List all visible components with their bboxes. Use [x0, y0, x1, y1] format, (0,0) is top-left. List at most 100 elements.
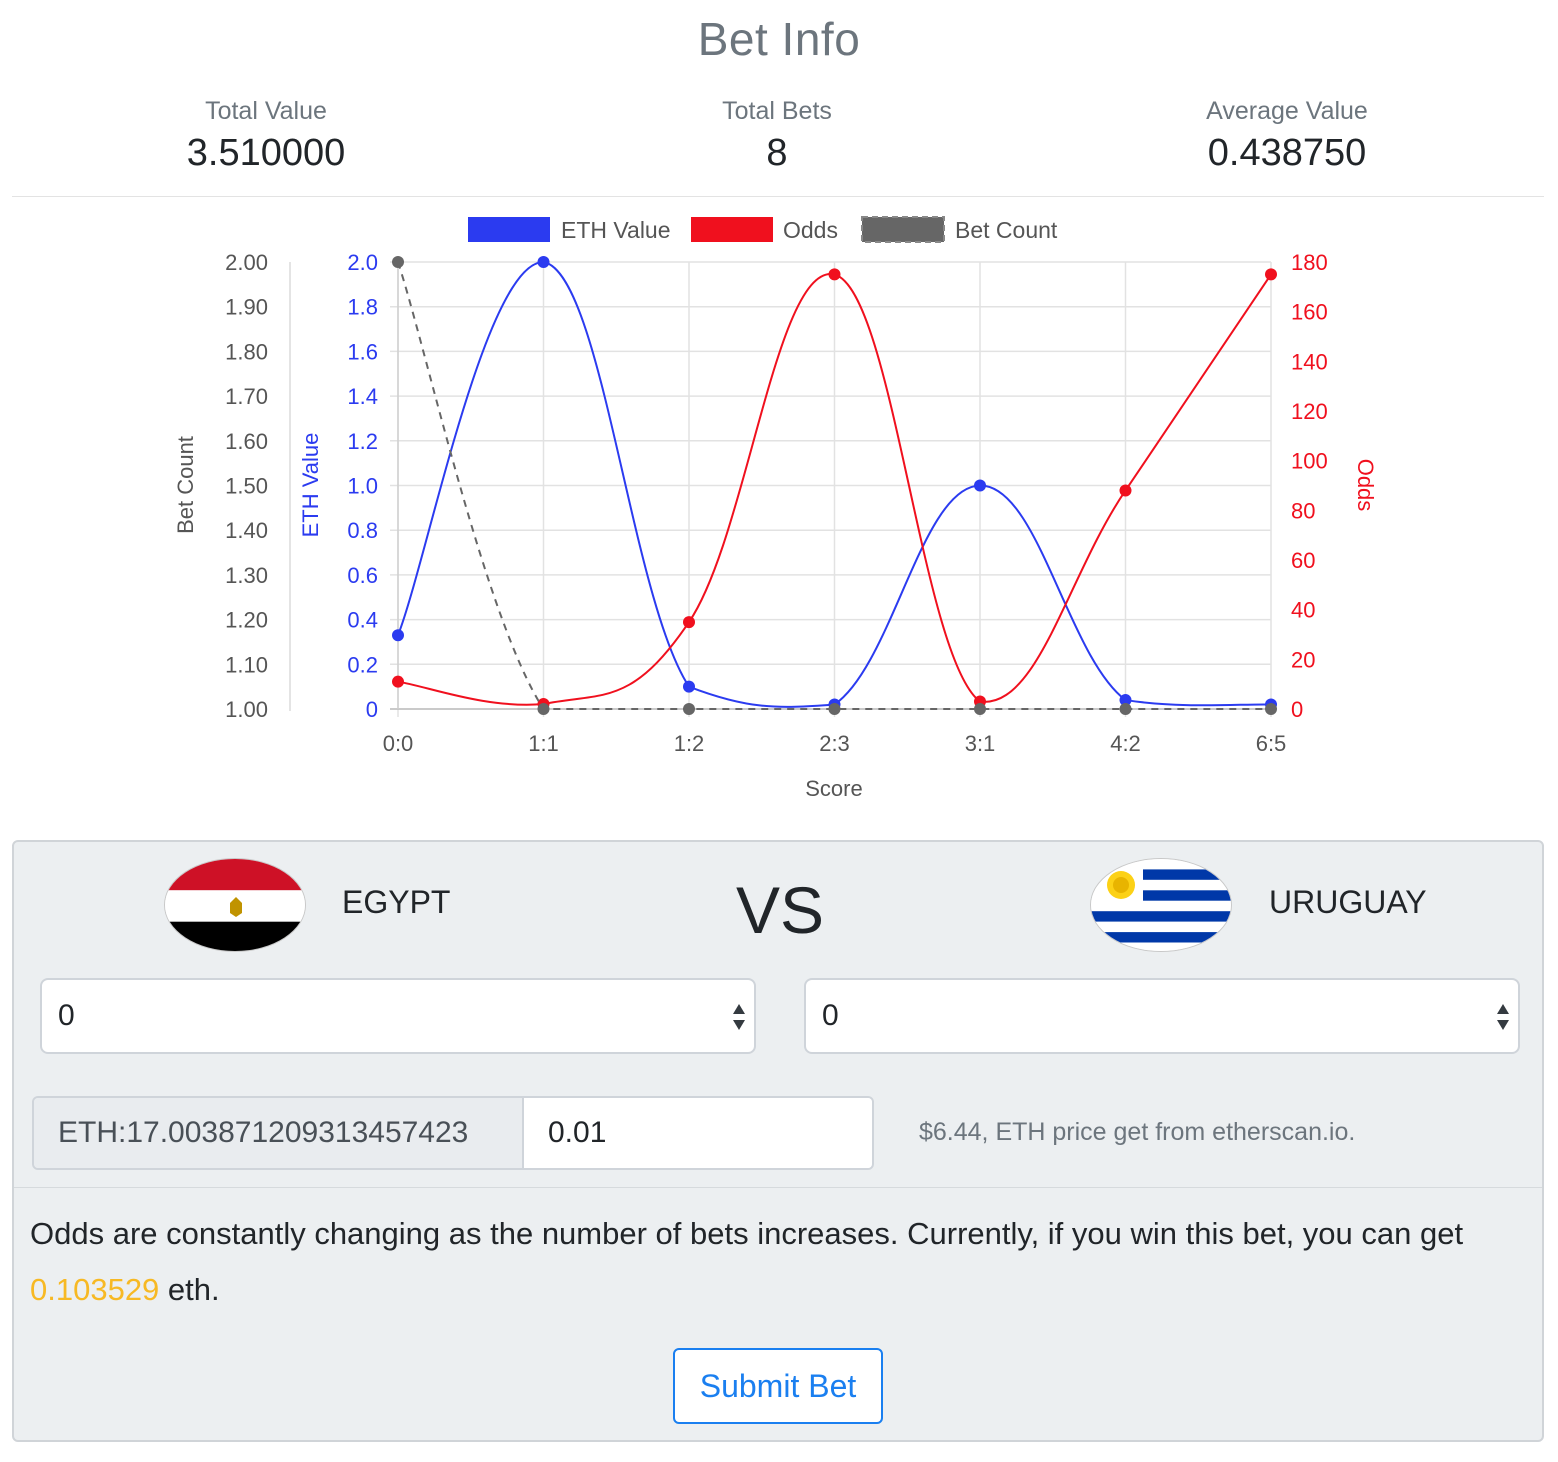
away-score-select[interactable]: 0 [804, 978, 1520, 1054]
odds-info-text: Odds are constantly changing as the numb… [30, 1206, 1530, 1318]
x-tick-label: 4:2 [1110, 731, 1141, 756]
bet-count-tick-label: 1.40 [225, 518, 268, 543]
info-text-before: Odds are constantly changing as the numb… [30, 1216, 1464, 1251]
bet-chart: 2.001.901.801.701.601.501.401.301.201.10… [173, 216, 1378, 801]
legend-swatch [861, 216, 945, 243]
odds-tick-label: 0 [1291, 697, 1303, 722]
odds-tick-label: 80 [1291, 498, 1315, 523]
home-score-select[interactable]: 0 [40, 978, 756, 1054]
vs-label: VS [735, 873, 825, 947]
stat-value: 3.510000 [186, 132, 346, 174]
odds-tick-label: 100 [1291, 449, 1328, 474]
data-point [392, 629, 404, 642]
bet-count-tick-label: 1.60 [225, 429, 268, 454]
eth-tick-label: 1.4 [347, 384, 378, 409]
data-point [974, 479, 986, 492]
stat-label: Total Value [205, 97, 327, 125]
data-point [683, 616, 695, 629]
legend-label: Bet Count [955, 217, 1058, 243]
away-team-name: URUGUAY [1269, 884, 1427, 920]
data-point [1119, 484, 1132, 497]
data-point [974, 703, 986, 715]
series-line [397, 261, 1271, 711]
data-point [1265, 268, 1277, 281]
eth-balance-label: ETH:17.003871209313457423 [34, 1098, 524, 1168]
bet-count-tick-label: 1.50 [225, 474, 268, 499]
eth-tick-label: 0 [366, 697, 378, 722]
submit-bet-button[interactable]: Submit Bet [673, 1348, 883, 1424]
legend-label: Odds [783, 217, 838, 243]
stat-label: Average Value [1206, 97, 1368, 125]
x-axis-title: Score [805, 776, 862, 801]
eth-tick-label: 1.2 [347, 429, 378, 454]
odds-tick-label: 180 [1291, 250, 1328, 275]
bet-count-tick-label: 1.00 [225, 697, 268, 722]
legend-label: ETH Value [561, 217, 671, 243]
x-tick-label: 1:1 [528, 731, 559, 756]
eth-tick-label: 1.6 [347, 339, 378, 364]
eth-price-note: $6.44, ETH price get from etherscan.io. [919, 1118, 1356, 1146]
info-text-after: eth. [159, 1272, 220, 1307]
x-tick-label: 2:3 [819, 731, 850, 756]
eth-tick-label: 0.6 [347, 563, 378, 588]
bet-count-tick-label: 1.90 [225, 295, 268, 320]
data-point [683, 680, 695, 693]
eth-tick-label: 1.8 [347, 295, 378, 320]
eth-axis-title: ETH Value [298, 433, 323, 538]
bet-count-tick-label: 2.00 [225, 250, 268, 275]
eth-tick-label: 2.0 [347, 250, 378, 275]
data-point [828, 268, 841, 281]
page-title: Bet Info [697, 13, 861, 65]
uruguay-flag-icon [1090, 858, 1232, 952]
eth-tick-label: 1.0 [347, 474, 378, 499]
data-point [537, 703, 550, 715]
bet-count-tick-label: 1.80 [225, 339, 268, 364]
bet-amount-group: ETH:17.003871209313457423 0.01 [32, 1096, 874, 1170]
select-arrows-icon [1497, 1004, 1509, 1030]
stat-average-value: Average Value 0.438750 [1087, 94, 1487, 176]
data-point [1265, 703, 1277, 715]
odds-tick-label: 120 [1291, 399, 1328, 424]
bet-count-tick-label: 1.30 [225, 563, 268, 588]
data-point [828, 703, 841, 715]
data-point [1119, 694, 1132, 707]
stat-total-value: Total Value 3.510000 [66, 94, 466, 176]
home-team-name: EGYPT [342, 884, 451, 920]
x-tick-label: 3:1 [965, 731, 996, 756]
bet-count-tick-label: 1.20 [225, 608, 268, 633]
eth-tick-label: 0.8 [347, 518, 378, 543]
payout-amount: 0.103529 [30, 1272, 160, 1307]
data-point [392, 256, 404, 268]
data-point [392, 675, 404, 688]
bet-count-tick-label: 1.10 [225, 652, 268, 677]
odds-tick-label: 40 [1291, 598, 1315, 623]
egypt-flag-icon [164, 858, 306, 952]
home-score-value: 0 [58, 999, 75, 1032]
select-arrows-icon [733, 1004, 745, 1030]
bet-amount-input[interactable]: 0.01 [524, 1098, 872, 1168]
stat-value: 0.438750 [1207, 132, 1367, 174]
odds-axis-title: Odds [1353, 459, 1378, 512]
series-line [397, 260, 1272, 708]
data-point [537, 256, 550, 268]
bet-panel: EGYPT VS URUGUAY 0 0 ETH:17.003871209313… [12, 840, 1544, 1442]
stat-value: 8 [766, 132, 788, 174]
odds-tick-label: 20 [1291, 647, 1315, 672]
bet-count-axis-title: Bet Count [173, 436, 198, 534]
x-tick-label: 1:2 [674, 731, 705, 756]
odds-tick-label: 160 [1291, 300, 1328, 325]
data-point [1119, 703, 1132, 715]
odds-tick-label: 60 [1291, 548, 1315, 573]
x-tick-label: 0:0 [383, 731, 414, 756]
x-tick-label: 6:5 [1256, 731, 1287, 756]
stat-label: Total Bets [722, 97, 832, 125]
data-point [683, 703, 695, 715]
panel-divider [14, 1187, 1542, 1188]
eth-tick-label: 0.2 [347, 652, 378, 677]
away-score-value: 0 [822, 999, 839, 1032]
odds-tick-label: 140 [1291, 349, 1328, 374]
bet-count-tick-label: 1.70 [225, 384, 268, 409]
stats-divider [12, 196, 1544, 197]
legend-swatch [468, 217, 550, 242]
stat-total-bets: Total Bets 8 [577, 94, 977, 176]
